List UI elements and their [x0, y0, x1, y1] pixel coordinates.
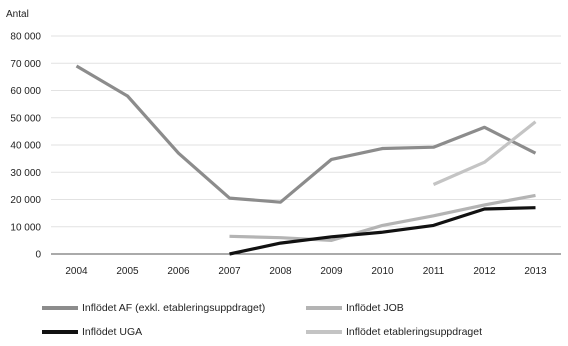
x-tick-label: 2013: [524, 266, 547, 277]
series-line-af: [75, 64, 537, 204]
y-tick-label: 80 000: [10, 32, 41, 43]
y-tick-label: 40 000: [10, 141, 41, 152]
series-line-job: [229, 193, 536, 242]
x-tick-label: 2008: [269, 266, 292, 277]
x-tick-label: 2005: [116, 266, 139, 277]
y-tick-label: 60 000: [10, 86, 41, 97]
y-tick-label: 10 000: [10, 222, 41, 233]
gridlines: [51, 35, 561, 228]
x-axis-ticks: 2004 2005 2006 2007 2008 2009 2010 2011 2012 2013: [65, 266, 547, 277]
x-tick-label: 2011: [423, 266, 445, 277]
y-axis-label: Antal: [6, 9, 29, 20]
x-tick-label: 2007: [218, 266, 241, 277]
series-lines: [75, 64, 537, 256]
series-line-uga: [229, 206, 536, 256]
y-tick-label: 30 000: [10, 168, 41, 179]
x-tick-label: 2010: [371, 266, 394, 277]
y-tick-label: 70 000: [10, 59, 41, 70]
x-tick-label: 2012: [473, 266, 496, 277]
y-tick-label: 50 000: [10, 113, 41, 124]
y-tick-label: 20 000: [10, 195, 41, 206]
y-axis-ticks: 0 10 000 20 000 30 000 40 000 50 000 60 000 70 …: [10, 32, 41, 261]
x-tick-label: 2004: [65, 266, 88, 277]
y-tick-label: 0: [35, 250, 41, 261]
x-tick-label: 2006: [167, 266, 190, 277]
x-tick-label: 2009: [320, 266, 343, 277]
series-line-etablering: [432, 120, 537, 186]
